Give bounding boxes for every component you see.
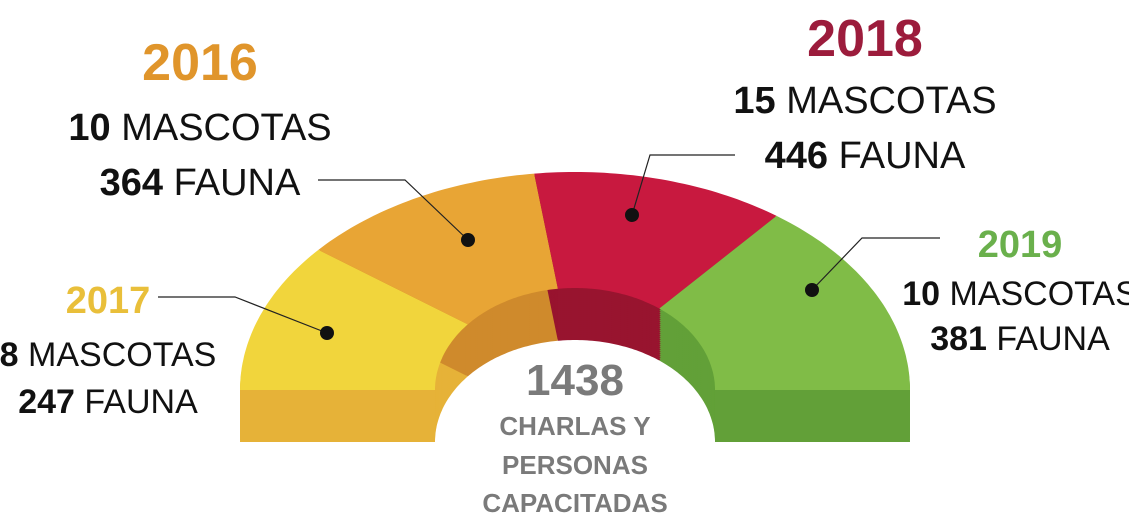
year: 2018 [807,10,923,68]
leader-line [158,296,328,334]
leader-line [631,154,735,216]
dot [320,326,334,340]
fauna: 446 FAUNA [765,135,966,177]
year: 2019 [978,224,1063,266]
leader-line [811,237,940,291]
mascotas: 8 MASCOTAS [0,336,216,374]
ring-segment [534,172,777,309]
dot [625,208,639,222]
fauna: 364 FAUNA [100,162,301,204]
ring-segment [318,173,558,325]
fauna: 381 FAUNA [930,320,1110,358]
mascotas: 10 MASCOTAS [902,275,1129,313]
mascotas: 10 MASCOTAS [68,107,331,149]
center-value: 1438 [526,356,624,405]
dot [461,233,475,247]
ring [240,172,910,442]
center-line: PERSONAS [502,450,648,480]
center-line: CAPACITADAS [482,488,667,518]
center-line: CHARLAS Y [499,411,650,441]
year: 2016 [142,34,258,92]
ring-segment [240,249,468,390]
mascotas: 15 MASCOTAS [733,80,996,122]
year: 2017 [66,280,151,322]
dot [805,283,819,297]
ring-segment [659,215,910,390]
leader-line [318,179,469,241]
leaders [158,154,940,340]
fauna: 247 FAUNA [18,383,198,421]
